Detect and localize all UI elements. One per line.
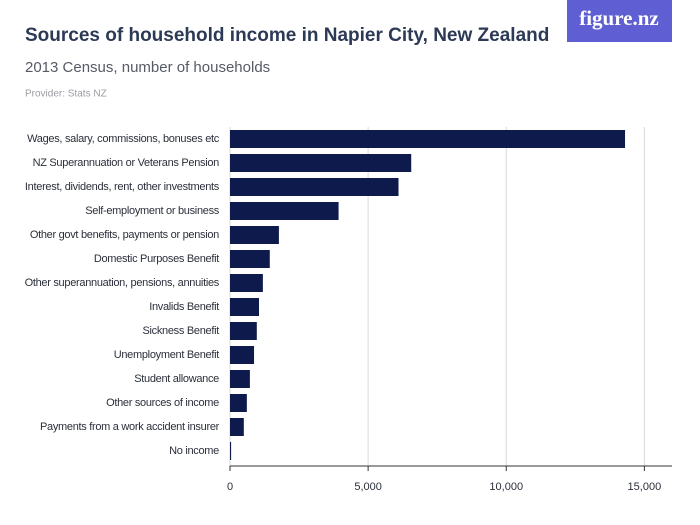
bar: [230, 202, 339, 220]
y-tick-label: Interest, dividends, rent, other investm…: [25, 181, 220, 193]
brand-box: [567, 0, 672, 42]
chart-subtitle: 2013 Census, number of households: [25, 59, 270, 76]
bar: [230, 250, 270, 268]
y-tick-label: Wages, salary, commissions, bonuses etc: [27, 133, 220, 145]
y-tick-label: Other sources of income: [106, 397, 219, 409]
y-tick-label: Self-employment or business: [85, 205, 220, 217]
x-tick-label: 0: [227, 481, 233, 493]
brand-logo: figure.nz: [579, 6, 659, 30]
bar: [230, 394, 247, 412]
bar: [230, 274, 263, 292]
x-tick-label: 5,000: [354, 481, 382, 493]
bar: [230, 370, 250, 388]
y-tick-label: Domestic Purposes Benefit: [94, 253, 219, 265]
y-tick-label: Other superannuation, pensions, annuitie…: [25, 277, 220, 289]
y-tick-label: Student allowance: [134, 373, 219, 385]
y-tick-label: NZ Superannuation or Veterans Pension: [33, 157, 220, 169]
bar: [230, 442, 232, 460]
y-tick-label: Sickness Benefit: [142, 325, 219, 337]
bar: [230, 178, 399, 196]
x-tick-label: 10,000: [489, 481, 523, 493]
bars: Wages, salary, commissions, bonuses etc N…: [25, 130, 626, 460]
y-tick-label: Payments from a work accident insurer: [40, 421, 220, 433]
y-tick-label: No income: [169, 445, 219, 457]
y-tick-label: Unemployment Benefit: [114, 349, 220, 361]
y-tick-label: Invalids Benefit: [149, 301, 219, 313]
bar: [230, 226, 279, 244]
y-tick-label: Other govt benefits, payments or pension: [30, 229, 219, 241]
bar: [230, 418, 244, 436]
bar: [230, 346, 255, 364]
bar: [230, 298, 260, 316]
x-tick-label: 15,000: [628, 481, 662, 493]
bar: [230, 130, 626, 148]
bar: [230, 154, 412, 172]
chart-title: Sources of household income in Napier Ci…: [25, 25, 549, 46]
bar: [230, 322, 257, 340]
provider: Provider: Stats NZ: [25, 89, 107, 100]
